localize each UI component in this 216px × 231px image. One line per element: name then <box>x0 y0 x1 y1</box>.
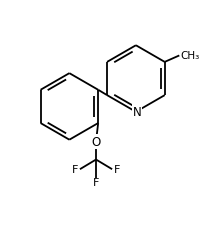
Text: CH₃: CH₃ <box>180 51 200 61</box>
Text: F: F <box>72 164 78 174</box>
Text: N: N <box>133 106 141 119</box>
Text: F: F <box>114 164 120 174</box>
Text: O: O <box>91 135 101 148</box>
Text: F: F <box>93 178 99 188</box>
